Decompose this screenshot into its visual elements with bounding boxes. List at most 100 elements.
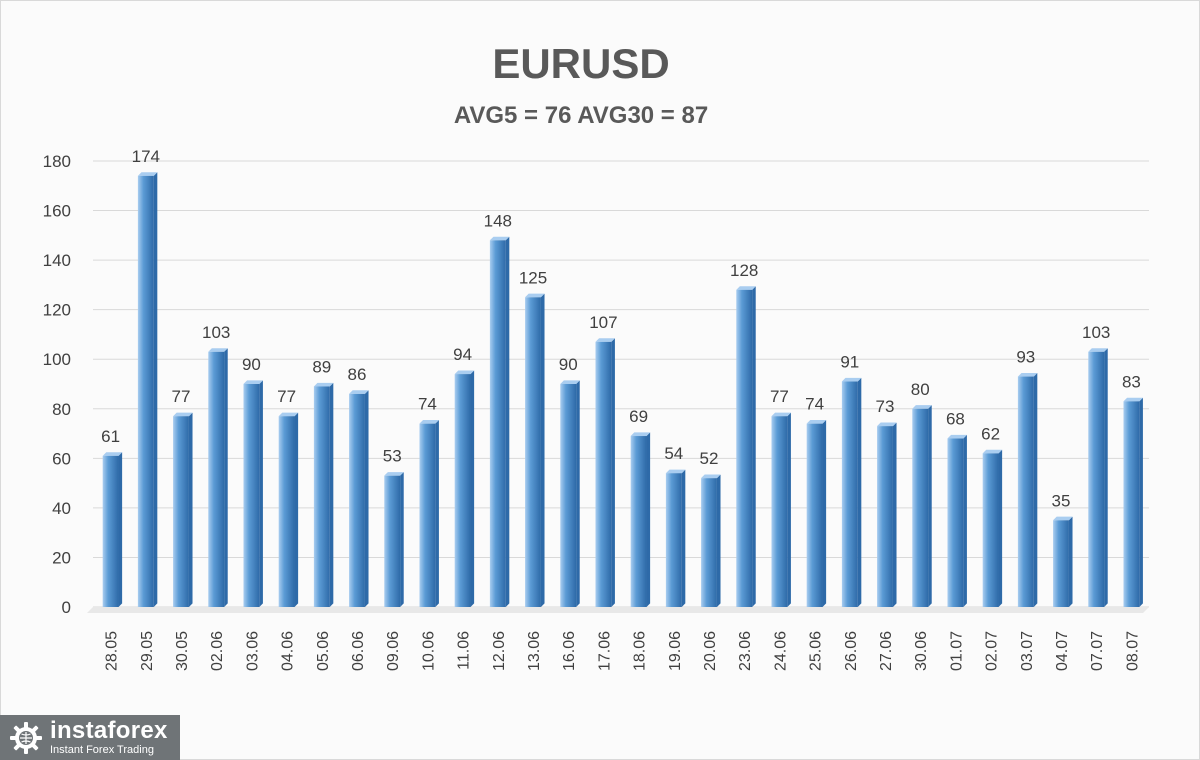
bar-top	[1123, 397, 1143, 402]
bar	[278, 412, 299, 607]
x-tick-label: 25.06	[808, 631, 825, 671]
bar-front	[173, 416, 189, 607]
x-tick-label: 29.05	[139, 631, 156, 671]
y-tick-label: 160	[43, 202, 71, 221]
bar-top	[243, 380, 263, 384]
bar-top	[701, 474, 721, 479]
bar-side	[716, 474, 721, 607]
data-label: 89	[312, 357, 331, 376]
x-tick-label: 26.06	[843, 631, 860, 671]
bar	[313, 382, 334, 607]
y-tick-label: 40	[52, 499, 71, 518]
data-label: 103	[1082, 323, 1110, 342]
bar	[877, 422, 897, 607]
data-label: 91	[840, 353, 859, 372]
y-tick-label: 60	[52, 449, 71, 468]
bar-front	[1088, 351, 1105, 607]
bar	[1017, 372, 1038, 607]
x-tick-label: 28.05	[104, 631, 121, 671]
x-tick-label: 30.05	[174, 631, 191, 671]
y-axis-ticks: 0 20 40 60 80 100 120 140 160 180	[43, 152, 71, 617]
data-label: 77	[172, 387, 191, 406]
bar-top	[736, 286, 756, 290]
bar	[595, 338, 615, 607]
x-tick-label: 11.06	[456, 631, 473, 670]
x-tick-label: 02.07	[984, 631, 1001, 671]
bar-front	[841, 381, 858, 607]
bar-top	[1017, 372, 1038, 377]
x-tick-label: 20.06	[702, 631, 719, 671]
bar-side	[1068, 516, 1073, 607]
x-tick-label: 06.06	[350, 631, 367, 671]
x-tick-label: 02.06	[209, 631, 226, 671]
bar-side	[1033, 372, 1038, 607]
data-label: 61	[101, 427, 120, 446]
bar-front	[525, 297, 541, 607]
bar-side	[224, 348, 228, 607]
data-label: 93	[1016, 348, 1035, 367]
x-tick-label: 27.06	[878, 631, 895, 671]
bar-front	[736, 289, 753, 607]
bar-top	[313, 382, 334, 387]
bar-front	[489, 240, 506, 608]
bar-side	[188, 412, 193, 607]
y-tick-label: 20	[52, 548, 71, 567]
logo-tagline: Instant Forex Trading	[50, 744, 154, 756]
y-tick-label: 140	[43, 251, 71, 270]
instaforex-logo: instaforex Instant Forex Trading	[0, 715, 180, 760]
bar	[947, 434, 967, 607]
y-tick-label: 100	[43, 350, 71, 369]
x-tick-label: 01.07	[948, 631, 965, 671]
bar-top	[912, 405, 932, 409]
y-tick-label: 80	[52, 400, 71, 419]
bar-front	[1017, 376, 1034, 607]
x-tick-label: 09.06	[385, 631, 402, 671]
bar-side	[963, 434, 967, 607]
bar-side	[118, 452, 123, 607]
bar	[1123, 397, 1143, 607]
bar	[349, 390, 369, 607]
bar-top	[173, 412, 193, 417]
bar-front	[1053, 520, 1069, 607]
gridlines	[87, 160, 1149, 613]
bar-front	[454, 374, 471, 607]
bar-top	[1053, 516, 1073, 521]
bar-front	[102, 455, 119, 607]
bar-side	[857, 377, 862, 607]
x-tick-label: 24.06	[772, 631, 789, 671]
data-label: 107	[589, 313, 617, 332]
bar	[489, 236, 510, 608]
bar-side	[540, 293, 545, 607]
bar-front	[665, 473, 682, 607]
bar-front	[419, 423, 436, 607]
bar	[771, 412, 791, 607]
bar-top	[877, 422, 897, 427]
bar-front	[243, 384, 260, 607]
bar-side	[892, 422, 897, 607]
bar-side	[153, 172, 158, 607]
bar-side	[576, 380, 580, 607]
bar-top	[771, 412, 791, 417]
bar	[1088, 348, 1108, 607]
bar-side	[364, 390, 369, 607]
bar-side	[400, 472, 404, 607]
data-label: 90	[559, 355, 578, 374]
bar-top	[454, 370, 475, 375]
bar-side	[294, 412, 299, 607]
data-labels: 61 174 77 103 90 77 89 86 53 74 94 148 125 90 107 69 54 5…	[101, 147, 1141, 510]
x-tick-label: 23.06	[737, 631, 754, 671]
bar-side	[505, 236, 510, 607]
data-label: 53	[383, 447, 402, 466]
bar-side	[787, 412, 791, 607]
bar-front	[806, 423, 823, 607]
x-tick-label: 03.07	[1019, 631, 1036, 671]
bar	[912, 405, 932, 607]
bar	[419, 420, 439, 607]
floor	[87, 607, 1149, 613]
bar-front	[877, 426, 893, 607]
bar-side	[998, 449, 1003, 607]
bar	[137, 172, 158, 607]
chart-title: EURUSD	[492, 40, 669, 87]
bar-front	[982, 453, 999, 607]
